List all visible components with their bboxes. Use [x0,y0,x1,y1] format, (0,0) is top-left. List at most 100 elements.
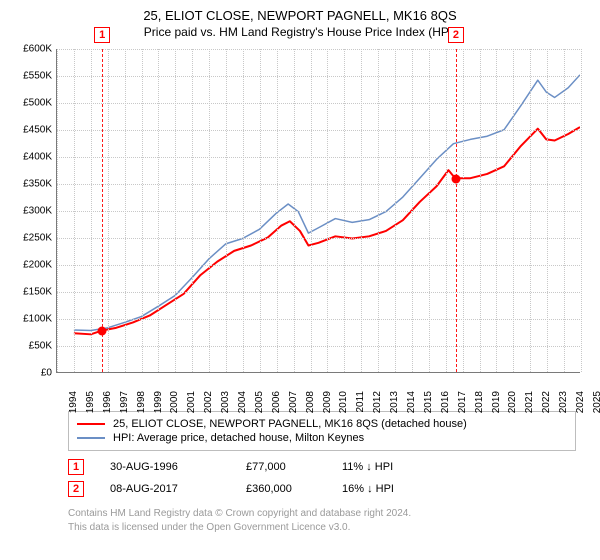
x-tick-label: 2021 [525,391,536,413]
gridline-vertical [175,49,176,372]
sale-marker-line [456,49,457,372]
x-tick-label: 2002 [203,391,214,413]
gridline-horizontal [57,103,580,104]
y-tick-label: £150K [12,287,52,298]
gridline-horizontal [57,76,580,77]
gridline-vertical [581,49,582,372]
gridline-vertical [158,49,159,372]
sale-table: 130-AUG-1996£77,00011% ↓ HPI208-AUG-2017… [68,459,576,497]
gridline-horizontal [57,346,580,347]
legend-label: 25, ELIOT CLOSE, NEWPORT PAGNELL, MK16 8… [113,418,467,430]
legend-swatch [77,437,105,439]
gridline-vertical [74,49,75,372]
gridline-horizontal [57,49,580,50]
gridline-vertical [311,49,312,372]
sale-row-hpi: 16% ↓ HPI [342,483,394,495]
x-tick-label: 2020 [508,391,519,413]
x-tick-label: 2010 [339,391,350,413]
x-tick-label: 2001 [186,391,197,413]
y-tick-label: £600K [12,44,52,55]
legend-box: 25, ELIOT CLOSE, NEWPORT PAGNELL, MK16 8… [68,411,576,451]
gridline-vertical [57,49,58,372]
x-tick-label: 2004 [237,391,248,413]
sale-row-date: 30-AUG-1996 [110,461,220,473]
x-tick-label: 2000 [170,391,181,413]
gridline-vertical [480,49,481,372]
y-tick-label: £550K [12,71,52,82]
y-tick-label: £350K [12,179,52,190]
x-tick-label: 2007 [288,391,299,413]
chart-area: 1994199519961997199819992000200120022003… [12,43,588,405]
gridline-vertical [294,49,295,372]
gridline-vertical [513,49,514,372]
x-tick-label: 2024 [575,391,586,413]
x-tick-label: 2011 [355,391,366,413]
gridline-vertical [226,49,227,372]
sale-row-badge: 1 [68,459,84,475]
gridline-vertical [243,49,244,372]
gridline-vertical [361,49,362,372]
sale-row-badge: 2 [68,481,84,497]
x-tick-label: 2023 [558,391,569,413]
x-tick-label: 1997 [119,391,130,413]
legend-item: 25, ELIOT CLOSE, NEWPORT PAGNELL, MK16 8… [77,418,567,430]
x-tick-label: 2009 [322,391,333,413]
gridline-vertical [125,49,126,372]
y-tick-label: £500K [12,98,52,109]
sale-row-date: 08-AUG-2017 [110,483,220,495]
y-tick-label: £250K [12,233,52,244]
x-tick-label: 2017 [457,391,468,413]
footer-line-1: Contains HM Land Registry data © Crown c… [68,507,576,521]
sale-row: 208-AUG-2017£360,00016% ↓ HPI [68,481,576,497]
x-tick-label: 2014 [406,391,417,413]
y-tick-label: £100K [12,314,52,325]
x-tick-label: 2013 [389,391,400,413]
gridline-vertical [192,49,193,372]
x-tick-label: 2008 [305,391,316,413]
gridline-vertical [277,49,278,372]
x-tick-label: 2016 [440,391,451,413]
gridline-vertical [547,49,548,372]
y-tick-label: £300K [12,206,52,217]
gridline-vertical [463,49,464,372]
gridline-vertical [378,49,379,372]
sale-marker-line [102,49,103,372]
x-tick-label: 1996 [102,391,113,413]
x-tick-label: 2019 [491,391,502,413]
legend-label: HPI: Average price, detached house, Milt… [113,432,364,444]
sale-marker-badge: 2 [448,27,464,43]
y-tick-label: £400K [12,152,52,163]
x-tick-label: 2022 [541,391,552,413]
x-tick-label: 2005 [254,391,265,413]
y-tick-label: £0 [12,368,52,379]
sale-marker-dot [98,327,107,336]
gridline-horizontal [57,130,580,131]
gridline-vertical [91,49,92,372]
gridline-vertical [395,49,396,372]
gridline-vertical [327,49,328,372]
gridline-vertical [446,49,447,372]
y-tick-label: £200K [12,260,52,271]
gridline-horizontal [57,319,580,320]
sale-row: 130-AUG-1996£77,00011% ↓ HPI [68,459,576,475]
gridline-vertical [429,49,430,372]
x-tick-label: 2003 [220,391,231,413]
gridline-horizontal [57,211,580,212]
x-tick-label: 1998 [136,391,147,413]
x-tick-label: 2012 [372,391,383,413]
gridline-vertical [142,49,143,372]
x-tick-label: 1994 [68,391,79,413]
legend-swatch [77,423,105,425]
chart-title: 25, ELIOT CLOSE, NEWPORT PAGNELL, MK16 8… [12,8,588,23]
gridline-horizontal [57,292,580,293]
x-tick-label: 2015 [423,391,434,413]
gridline-vertical [209,49,210,372]
x-tick-label: 2006 [271,391,282,413]
gridline-horizontal [57,184,580,185]
gridline-vertical [108,49,109,372]
x-tick-label: 2025 [592,391,600,413]
gridline-horizontal [57,157,580,158]
sale-marker-dot [451,174,460,183]
x-tick-label: 2018 [474,391,485,413]
x-tick-label: 1999 [153,391,164,413]
